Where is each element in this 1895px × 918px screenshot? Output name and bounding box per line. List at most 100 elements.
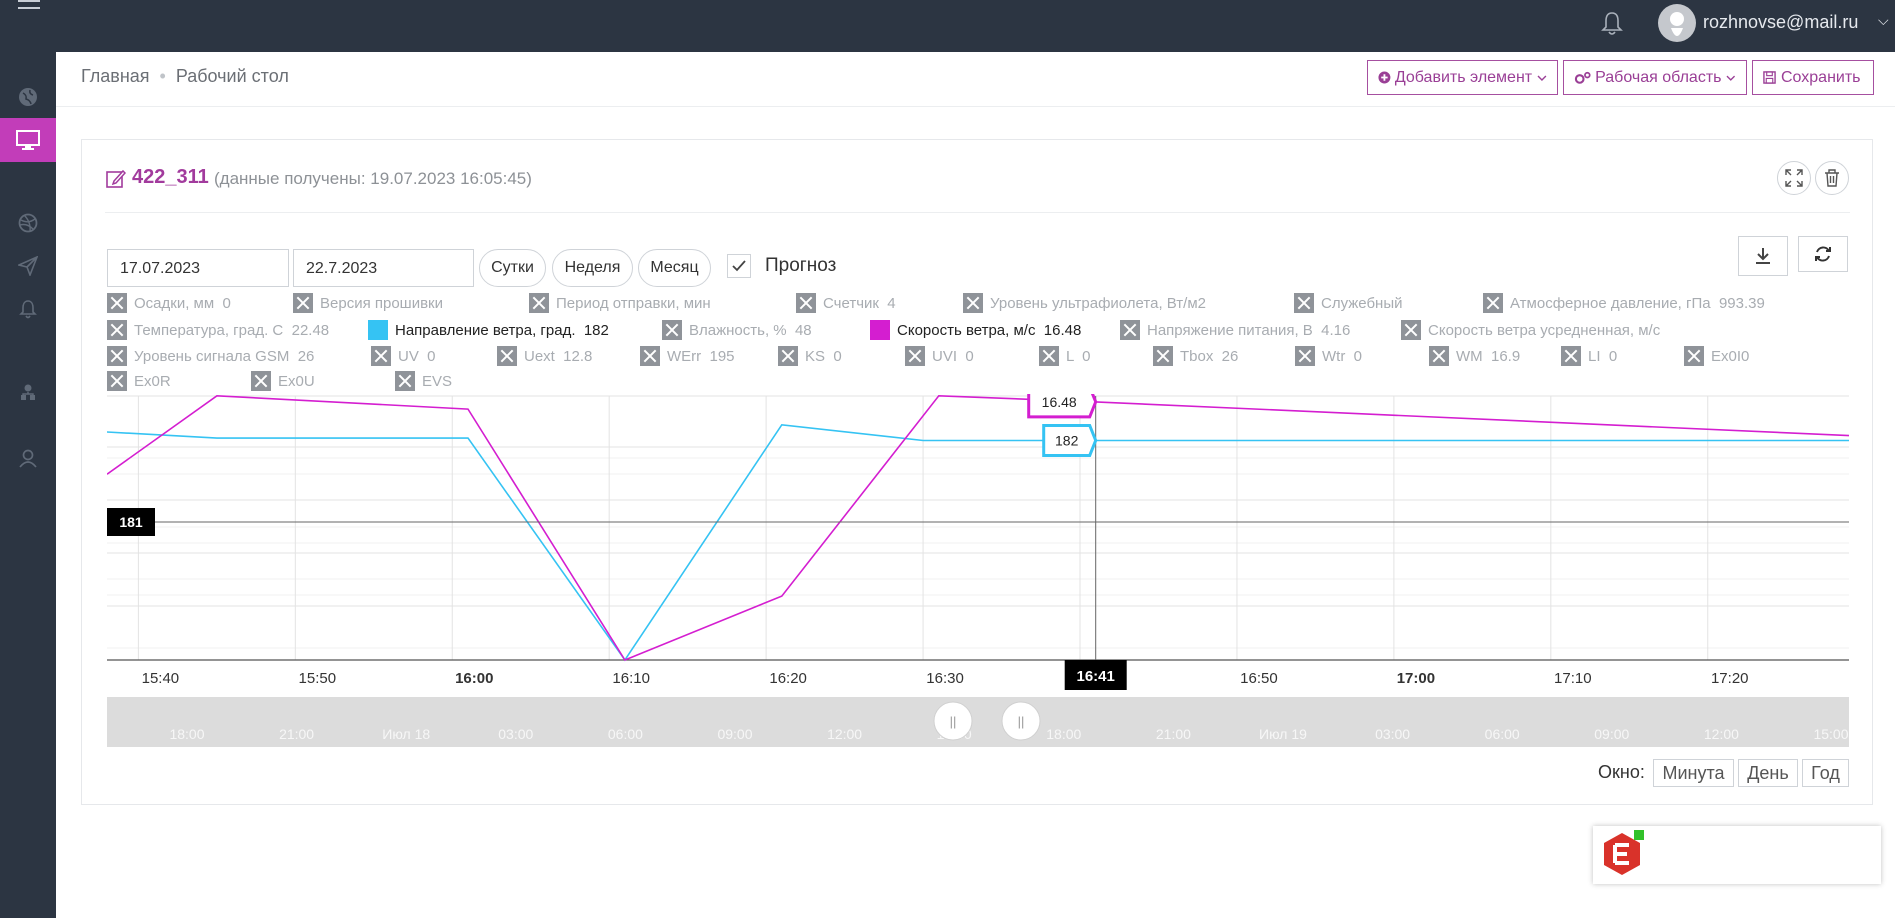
workspace-button[interactable]: Рабочая область [1563,60,1747,95]
navigator-label: 06:00 [1485,726,1520,742]
hidden-series-icon [395,371,415,391]
forecast-checkbox[interactable] [727,254,751,278]
menu-icon[interactable] [18,0,40,14]
legend-item[interactable]: Период отправки, мин [529,292,711,314]
legend-item[interactable]: Скорость ветра, м/с 16.48 [870,319,1081,341]
legend-item[interactable]: Версия прошивки [293,292,443,314]
date-from-input[interactable]: 17.07.2023 [107,249,289,287]
legend-item[interactable]: WM 16.9 [1429,345,1520,367]
hidden-series-icon [1561,346,1581,366]
crosshair-x-label-bg [1064,660,1127,690]
breadcrumb-separator: • [159,66,166,86]
add-element-label: Добавить элемент [1394,68,1533,86]
edit-icon[interactable] [106,169,126,189]
hidden-series-icon [293,293,313,313]
legend-item[interactable]: Ex0R [107,370,171,392]
period-day-button[interactable]: Сутки [479,249,546,287]
legend-label: Tbox 26 [1180,347,1239,365]
legend-item[interactable]: Скорость ветра усредненная, м/с [1401,319,1660,341]
legend-item[interactable]: Напряжение питания, В 4.16 [1120,319,1350,341]
legend-item[interactable]: EVS [395,370,452,392]
legend-item[interactable]: UV 0 [371,345,436,367]
legend-item[interactable]: Температура, град. С 22.48 [107,319,329,341]
navigator-label: Июл 18 [382,726,430,742]
legend-label: EVS [422,372,453,390]
window-day-button[interactable]: День [1738,759,1798,787]
crosshair-y-label-bg [107,508,155,536]
save-button[interactable]: Сохранить [1752,60,1874,95]
x-tick-label: 16:20 [769,670,807,687]
bell-icon[interactable] [1600,10,1624,36]
tooltip-box [1027,394,1098,419]
legend-item[interactable]: Счетчик 4 [796,292,896,314]
legend-item[interactable]: LI 0 [1561,345,1617,367]
download-button[interactable] [1738,236,1788,276]
legend-swatch [368,320,388,340]
legend-item[interactable]: Уровень ультрафиолета, Вт/м2 [963,292,1206,314]
hidden-series-icon [1295,346,1315,366]
download-icon [1756,248,1770,264]
hidden-series-icon [1294,293,1314,313]
x-tick-label: 15:40 [142,670,180,687]
legend-item[interactable]: KS 0 [778,345,842,367]
sidebar [0,52,56,918]
period-week-button[interactable]: Неделя [552,249,633,287]
delete-button[interactable] [1815,161,1849,195]
legend-item[interactable]: L 0 [1039,345,1090,367]
hidden-series-icon [529,293,549,313]
window-year-button[interactable]: Год [1802,759,1849,787]
legend-item[interactable]: Tbox 26 [1153,345,1238,367]
legend-item[interactable]: Осадки, мм 0 [107,292,231,314]
users-icon [21,384,35,400]
legend-label: Атмосферное давление, гПа 993.39 [1510,294,1765,312]
legend-item[interactable]: Ex0I0 [1684,345,1749,367]
breadcrumb-home[interactable]: Главная [81,66,150,86]
expand-icon [1785,169,1803,187]
tooltip-box [1042,423,1098,457]
sidebar-item-send[interactable] [0,244,56,288]
fullscreen-button[interactable] [1777,161,1811,195]
x-tick-label: 17:10 [1554,670,1592,687]
legend-item[interactable]: Направление ветра, град. 182 [368,319,609,341]
workspace-label: Рабочая область [1595,68,1722,86]
legend-item[interactable]: Wtr 0 [1295,345,1362,367]
legend-label: Напряжение питания, В 4.16 [1147,321,1351,339]
period-month-button[interactable]: Месяц [638,249,711,287]
navigator-label: 09:00 [1594,726,1629,742]
legend-swatch [870,320,890,340]
sidebar-item-profile[interactable] [0,436,56,480]
refresh-button[interactable] [1798,236,1848,272]
sidebar-item-desktop[interactable] [0,118,56,162]
navigator-label: 18:00 [169,726,204,742]
legend-label: Скорость ветра усредненная, м/с [1428,321,1661,339]
legend-item[interactable]: UVI 0 [905,345,974,367]
legend-item[interactable]: Влажность, % 48 [662,319,812,341]
bell-icon [19,300,37,319]
save-label: Сохранить [1781,68,1861,86]
sidebar-item-sitemap[interactable] [0,370,56,414]
navigator-label: 15:00 [1813,726,1848,742]
navigator-label: Июл 19 [1259,726,1307,742]
date-to-input[interactable]: 22.7.2023 [293,249,474,287]
legend-item[interactable]: WErr 195 [640,345,735,367]
hidden-series-icon [251,371,271,391]
chevron-down-icon[interactable]: ⌵ [1878,12,1889,28]
sidebar-item-notifications[interactable] [0,287,56,331]
navigator-handle-left-grip: || [950,714,957,729]
panel-title[interactable]: 422_311 [132,166,209,188]
legend-item[interactable]: Атмосферное давление, гПа 993.39 [1483,292,1765,314]
x-tick-label: 16:30 [926,670,964,687]
legend-item[interactable]: Уровень сигнала GSM 26 [107,345,314,367]
hidden-series-icon [963,293,983,313]
legend-item[interactable]: Служебный [1294,292,1403,314]
legend-item[interactable]: Ex0U [251,370,315,392]
sidebar-item-dribbble[interactable] [0,201,56,245]
legend-item[interactable]: Uext 12.8 [497,345,592,367]
sidebar-item-globe[interactable] [0,75,56,119]
add-element-button[interactable]: Добавить элемент [1367,60,1558,95]
avatar[interactable] [1658,4,1696,42]
user-email[interactable]: rozhnovse@mail.ru [1703,12,1859,32]
chat-widget[interactable] [1593,826,1881,884]
navigator-track [107,697,1849,747]
window-minute-button[interactable]: Минута [1653,759,1734,787]
